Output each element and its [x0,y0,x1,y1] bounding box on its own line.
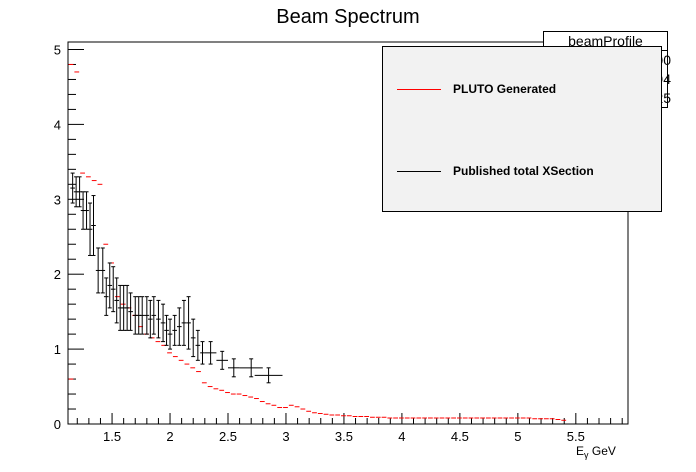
y-tick-label: 1 [54,342,61,357]
xsection-point [181,299,187,346]
y-tick-label: 4 [54,117,61,132]
xsection-point [167,318,173,350]
xsection-point [239,358,263,378]
xsection-point [195,329,201,361]
legend-swatch-pluto [397,89,441,90]
x-tick-label: 2.5 [219,429,237,444]
plot-frame [67,41,629,425]
xsection-point [200,341,205,365]
xsection-point [172,314,177,346]
xsection-point [136,296,142,335]
x-tick-label: 5 [514,429,521,444]
xsection-point [87,202,93,256]
xsection-point [124,284,130,331]
xsection-point [100,247,106,294]
series-published-total-xsection [70,172,283,384]
xsection-point [80,191,86,230]
x-tick-label: 5.5 [567,429,585,444]
xsection-point [73,176,79,208]
xsection-point [144,296,150,335]
xsection-point [190,318,196,358]
y-tick-label: 3 [54,192,61,207]
x-axis-label: Eγ GeV [576,444,616,460]
x-tick-label: 4.5 [451,429,469,444]
xsection-point [128,292,133,331]
axes: 1.5 2 2.5 3 3.5 4 4.5 5 5.5 0 1 2 3 4 5 [54,42,623,444]
legend: PLUTO Generated Published total XSection [382,46,662,212]
xsection-point [84,191,89,230]
y-tick-label: 5 [54,42,61,57]
xsection-point [228,358,240,378]
x-tick-label: 3.5 [335,429,353,444]
xsection-point [164,314,169,346]
xsection-point [139,296,145,335]
xsection-point [216,350,228,370]
xsection-point [110,266,116,313]
xsection-point [254,367,283,384]
xsection-point [148,299,153,339]
xsection-point [176,307,182,346]
xsection-point [156,299,161,339]
x-tick-label: 3 [282,429,289,444]
xsection-point [70,172,75,204]
x-tick-label: 4 [398,429,405,444]
legend-swatch-published [397,171,441,172]
y-tick-label: 0 [54,417,61,432]
xsection-point [204,341,217,365]
xsection-point [103,277,109,316]
xsection-point [95,247,101,294]
xsection-point [160,303,166,343]
xsection-point [151,296,157,335]
xsection-point [91,195,96,256]
xsection-point [114,277,120,324]
x-tick-label: 1.5 [103,429,121,444]
chart-title: Beam Spectrum [276,6,419,28]
xsection-point [186,296,191,350]
y-tick-label: 2 [54,267,61,282]
xsection-point [107,262,113,309]
legend-label-pluto: PLUTO Generated [453,82,557,96]
legend-label-published: Published total XSection [453,164,594,178]
x-tick-label: 2 [166,429,173,444]
